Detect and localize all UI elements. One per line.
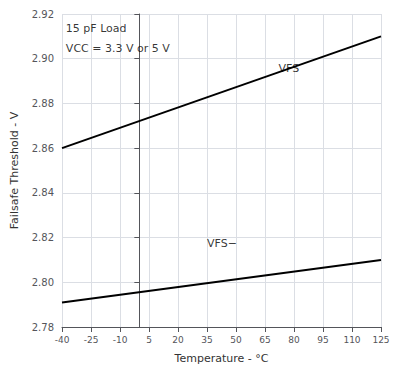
svg-text:110: 110 — [343, 335, 360, 345]
svg-text:2.86: 2.86 — [32, 143, 54, 154]
svg-text:2.80: 2.80 — [32, 277, 54, 288]
svg-text:VFS: VFS — [278, 62, 300, 76]
svg-text:-40: -40 — [55, 335, 70, 345]
svg-text:20: 20 — [172, 335, 184, 345]
svg-text:2.78: 2.78 — [32, 322, 54, 333]
svg-text:2.92: 2.92 — [32, 9, 54, 20]
svg-text:-25: -25 — [84, 335, 99, 345]
svg-text:2.90: 2.90 — [32, 53, 54, 64]
svg-text:2.88: 2.88 — [32, 98, 54, 109]
svg-text:35: 35 — [201, 335, 212, 345]
svg-text:Failsafe Threshold - V: Failsafe Threshold - V — [8, 111, 21, 229]
svg-text:VFS−: VFS− — [207, 237, 237, 250]
svg-text:80: 80 — [288, 335, 300, 345]
svg-text:2.84: 2.84 — [32, 187, 54, 198]
svg-text:50: 50 — [230, 335, 242, 345]
svg-text:15 pF Load: 15 pF Load — [66, 22, 127, 35]
svg-text:125: 125 — [372, 335, 389, 345]
svg-text:65: 65 — [259, 335, 270, 345]
svg-text:95: 95 — [317, 335, 328, 345]
svg-text:VCC = 3.3 V or 5 V: VCC = 3.3 V or 5 V — [66, 42, 170, 55]
svg-text:5: 5 — [146, 335, 152, 345]
svg-text:2.82: 2.82 — [32, 232, 54, 243]
svg-text:-10: -10 — [113, 335, 128, 345]
svg-text:Temperature - °C: Temperature - °C — [174, 352, 269, 365]
